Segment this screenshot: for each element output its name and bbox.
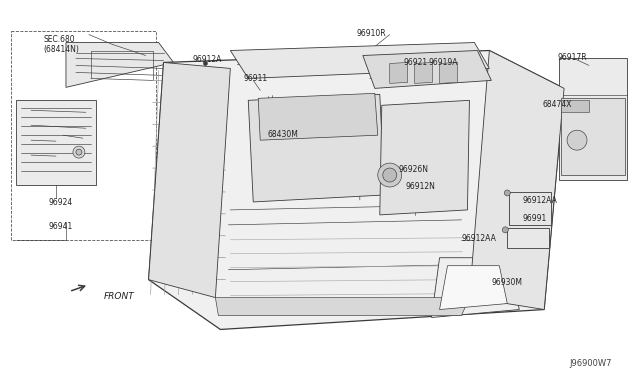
Polygon shape — [561, 98, 625, 175]
Polygon shape — [390, 62, 408, 83]
Text: 96991: 96991 — [522, 214, 547, 223]
Polygon shape — [258, 93, 378, 140]
Text: 96912AA: 96912AA — [522, 196, 557, 205]
Text: 96930M: 96930M — [492, 278, 522, 287]
Circle shape — [504, 190, 510, 196]
Circle shape — [502, 227, 508, 233]
Circle shape — [204, 61, 207, 65]
Text: SEC.680: SEC.680 — [43, 35, 75, 44]
Text: J96900W7: J96900W7 — [569, 359, 612, 368]
Polygon shape — [561, 100, 589, 112]
Text: 96910R: 96910R — [357, 29, 387, 38]
Polygon shape — [380, 100, 469, 215]
Polygon shape — [363, 51, 492, 89]
Polygon shape — [469, 51, 564, 310]
Polygon shape — [440, 266, 508, 310]
Polygon shape — [148, 51, 564, 330]
Text: FRONT: FRONT — [104, 292, 134, 301]
Polygon shape — [66, 42, 173, 87]
Circle shape — [76, 149, 82, 155]
Text: 96919A: 96919A — [429, 58, 458, 67]
Circle shape — [73, 146, 85, 158]
Polygon shape — [16, 100, 96, 185]
Text: 96921: 96921 — [404, 58, 428, 67]
Text: 96912AA: 96912AA — [461, 234, 497, 243]
Text: 96912A: 96912A — [193, 55, 222, 64]
Polygon shape — [508, 228, 549, 248]
Text: 96926N: 96926N — [399, 165, 429, 174]
Text: 96912N: 96912N — [406, 182, 436, 191]
Polygon shape — [431, 258, 519, 318]
Polygon shape — [440, 62, 458, 83]
Circle shape — [378, 163, 402, 187]
Polygon shape — [509, 192, 551, 225]
Polygon shape — [230, 42, 490, 78]
Polygon shape — [216, 298, 469, 315]
Text: 96941: 96941 — [48, 222, 72, 231]
Text: 96911: 96911 — [243, 74, 268, 83]
Circle shape — [383, 168, 397, 182]
Polygon shape — [415, 62, 433, 83]
Text: 96917R: 96917R — [557, 52, 587, 61]
Text: 68430M: 68430M — [267, 130, 298, 139]
Text: 96924: 96924 — [48, 198, 72, 207]
Circle shape — [567, 130, 587, 150]
Polygon shape — [559, 58, 627, 180]
Polygon shape — [248, 94, 385, 202]
Polygon shape — [148, 62, 230, 298]
Text: 68474X: 68474X — [542, 100, 572, 109]
Text: (68414N): (68414N) — [43, 45, 79, 54]
